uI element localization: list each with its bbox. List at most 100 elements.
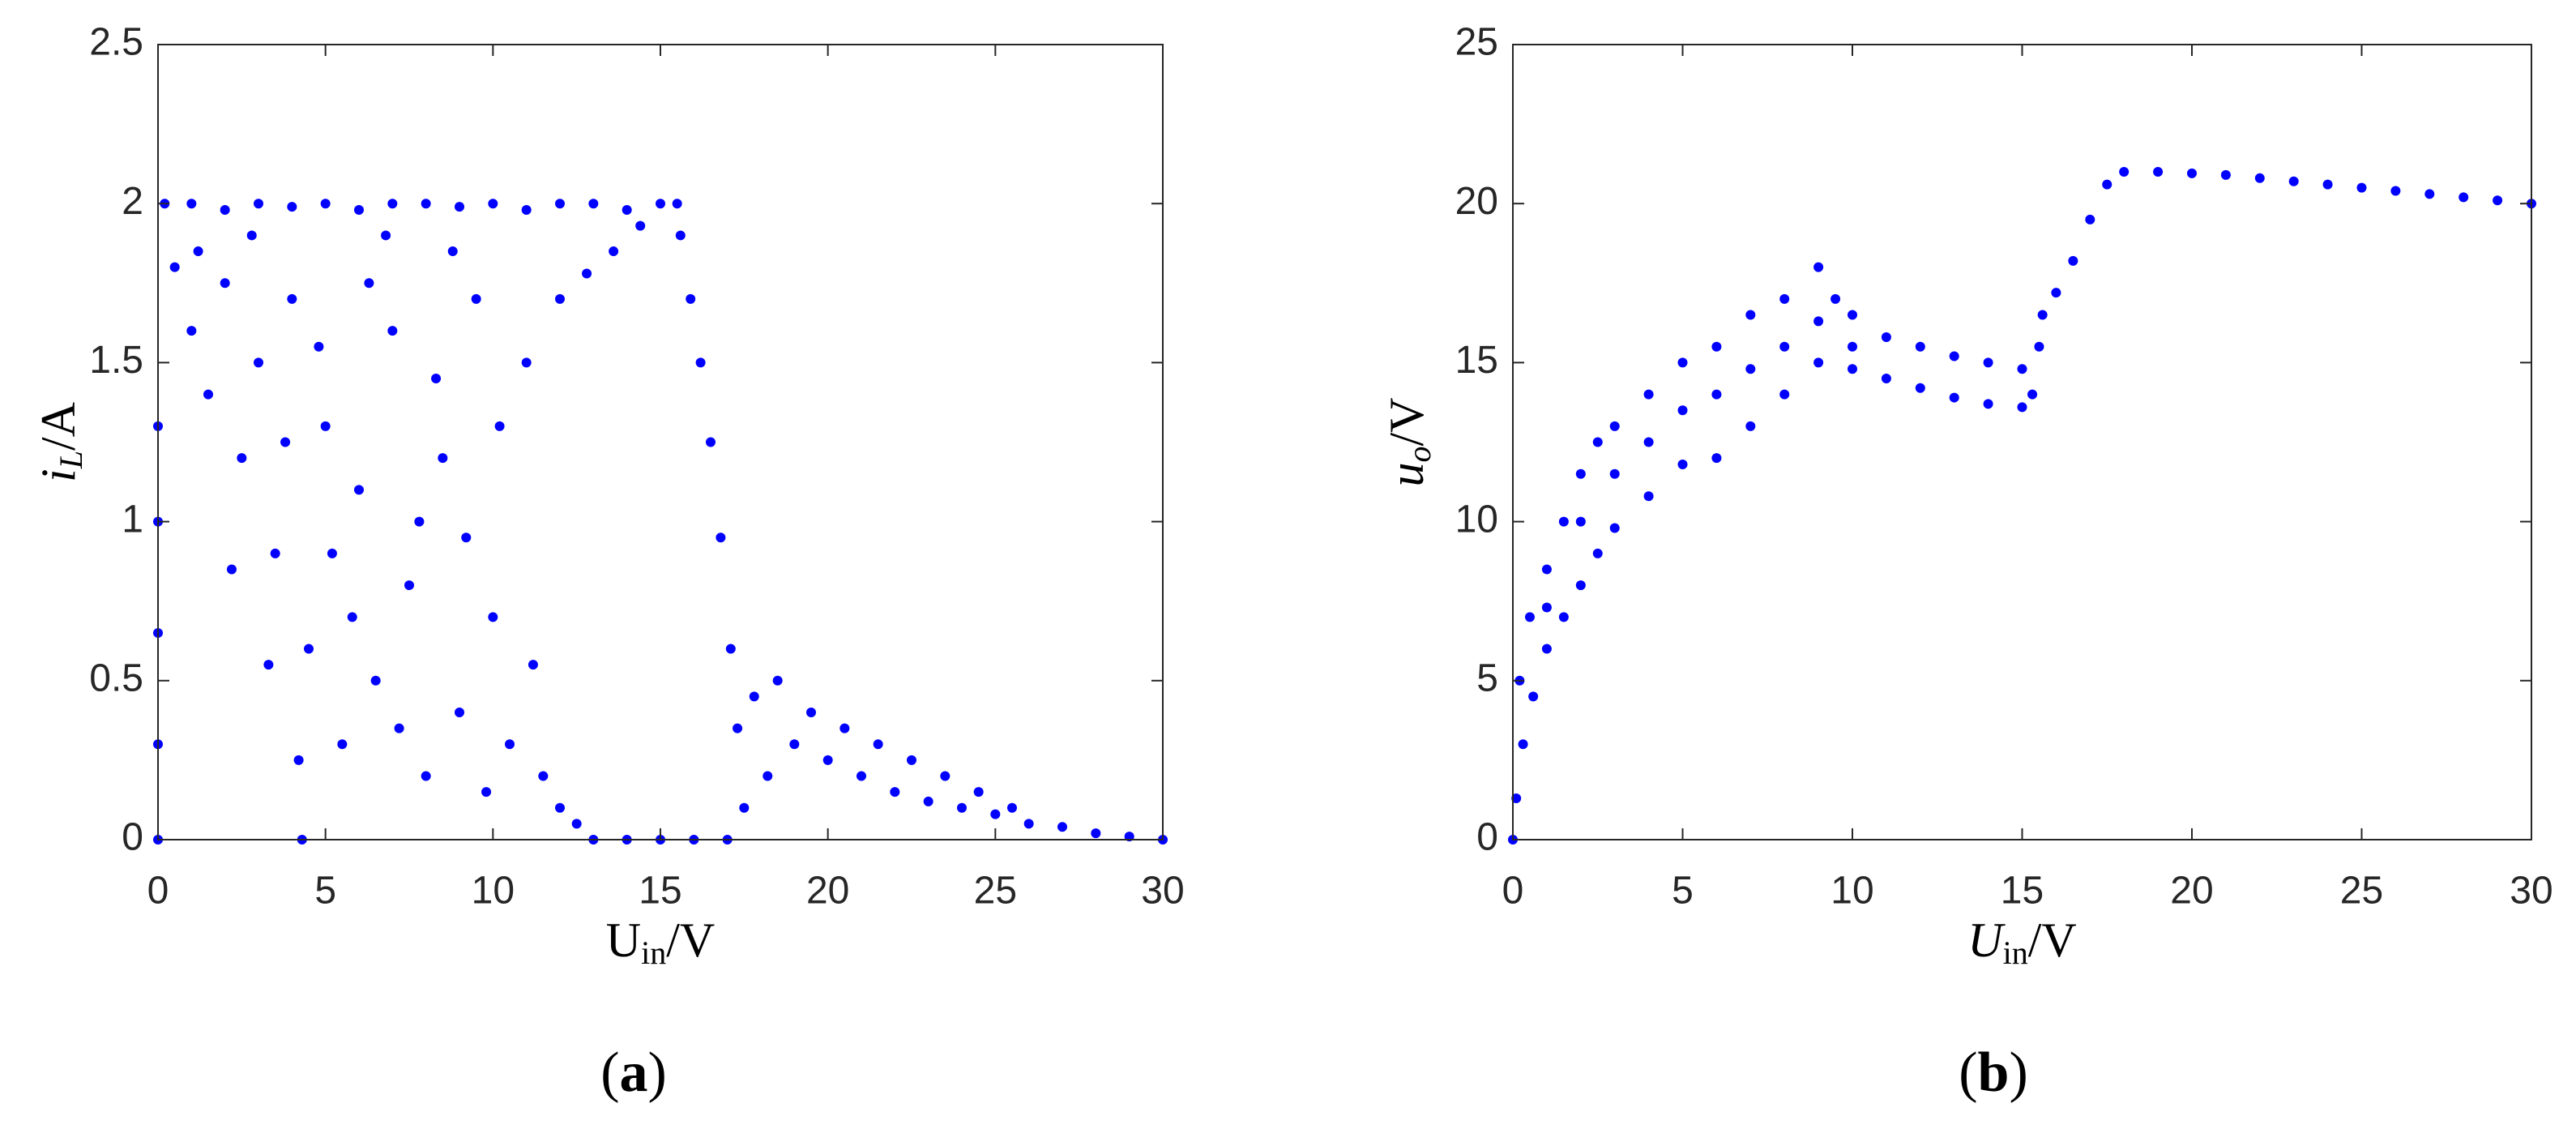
data-point: [1813, 357, 1824, 368]
data-point: [488, 612, 498, 622]
panel-label-open: (: [1959, 1041, 1977, 1104]
data-point: [2187, 168, 2197, 178]
data-point: [387, 326, 398, 336]
data-point: [1745, 310, 1756, 320]
data-point: [1643, 491, 1654, 502]
data-point: [2034, 341, 2044, 352]
data-point: [1848, 364, 1857, 374]
data-point: [555, 199, 565, 209]
y-tick-label: 15: [1455, 339, 1498, 382]
data-point: [1558, 612, 1569, 622]
data-point: [582, 268, 592, 279]
y-tick-label: 0.5: [89, 656, 143, 699]
data-point: [1057, 822, 1067, 832]
data-point: [923, 796, 933, 806]
data-point: [254, 199, 263, 209]
data-point: [1558, 516, 1569, 527]
y-axis-label-sub: L: [53, 451, 89, 469]
data-point: [2254, 173, 2265, 183]
x-tick-label: 5: [1672, 870, 1694, 913]
data-point: [1575, 468, 1586, 479]
data-point: [2085, 214, 2095, 225]
panel-label: (a): [600, 1041, 667, 1104]
y-tick-label: 5: [1476, 656, 1498, 699]
data-point: [293, 755, 304, 765]
data-point: [461, 532, 472, 543]
data-point: [421, 771, 431, 781]
data-point: [1541, 644, 1552, 654]
y-axis-label: uo/V: [1380, 398, 1438, 487]
data-point: [1881, 374, 1891, 384]
data-point: [1524, 612, 1535, 622]
data-point: [370, 675, 381, 686]
data-point: [1541, 564, 1552, 575]
data-point: [455, 708, 464, 718]
y-tick-label: 25: [1455, 21, 1498, 64]
data-point: [695, 357, 706, 368]
data-point: [538, 771, 549, 781]
data-point: [1848, 341, 1857, 352]
y-axis-label-sub: o: [1401, 447, 1438, 463]
data-point: [237, 453, 247, 464]
data-point: [890, 787, 900, 798]
data-point: [1745, 421, 1756, 431]
data-point: [1023, 819, 1034, 829]
data-point: [364, 278, 374, 289]
data-point: [254, 357, 263, 368]
y-tick-label: 2.5: [89, 21, 143, 64]
data-point: [739, 802, 750, 813]
data-point: [1511, 793, 1522, 803]
data-point: [1643, 389, 1654, 400]
data-point: [1541, 602, 1552, 613]
data-point: [2017, 402, 2027, 413]
data-point: [1677, 357, 1688, 368]
x-axis-label-main: U: [606, 913, 641, 967]
data-point: [2027, 389, 2038, 400]
data-point: [609, 246, 619, 257]
data-point: [1831, 293, 1841, 304]
y-axis-label-rest: /V: [1380, 398, 1433, 447]
data-point: [763, 771, 773, 781]
data-point: [471, 293, 481, 304]
data-point: [2390, 186, 2401, 196]
data-point: [438, 453, 448, 464]
panel-label: (b): [1959, 1041, 2028, 1104]
data-point: [2068, 255, 2078, 266]
data-point: [455, 202, 464, 212]
x-tick-label: 20: [806, 870, 849, 913]
x-tick-label: 25: [974, 870, 1017, 913]
data-point: [1643, 437, 1654, 447]
data-point: [1592, 548, 1603, 558]
data-point: [1983, 399, 1993, 409]
data-point: [822, 755, 833, 765]
data-point: [337, 739, 348, 750]
data-point: [957, 802, 967, 813]
x-tick-label: 0: [1502, 870, 1524, 913]
data-point: [675, 230, 686, 241]
x-axis-label-rest: /V: [2028, 913, 2077, 967]
data-point: [873, 739, 883, 750]
data-point: [2356, 182, 2367, 193]
data-point: [186, 326, 197, 336]
data-point: [635, 220, 646, 231]
data-point: [394, 723, 404, 733]
panel-label-close: ): [648, 1041, 667, 1104]
data-point: [772, 675, 783, 686]
data-point: [940, 771, 951, 781]
data-point: [2459, 192, 2469, 203]
data-point: [2424, 189, 2435, 199]
data-point: [287, 202, 297, 212]
data-point: [1779, 341, 1790, 352]
data-point: [2288, 176, 2299, 186]
x-tick-label: 5: [314, 870, 336, 913]
data-point: [1575, 580, 1586, 591]
axes-box: [157, 44, 1164, 840]
y-axis-label: iL/A: [32, 402, 89, 482]
x-axis-label-sub: in: [2003, 934, 2028, 971]
data-point: [347, 612, 357, 622]
data-point: [246, 230, 257, 241]
data-point: [806, 708, 816, 718]
x-tick-label: 0: [147, 870, 169, 913]
data-point: [169, 262, 180, 272]
